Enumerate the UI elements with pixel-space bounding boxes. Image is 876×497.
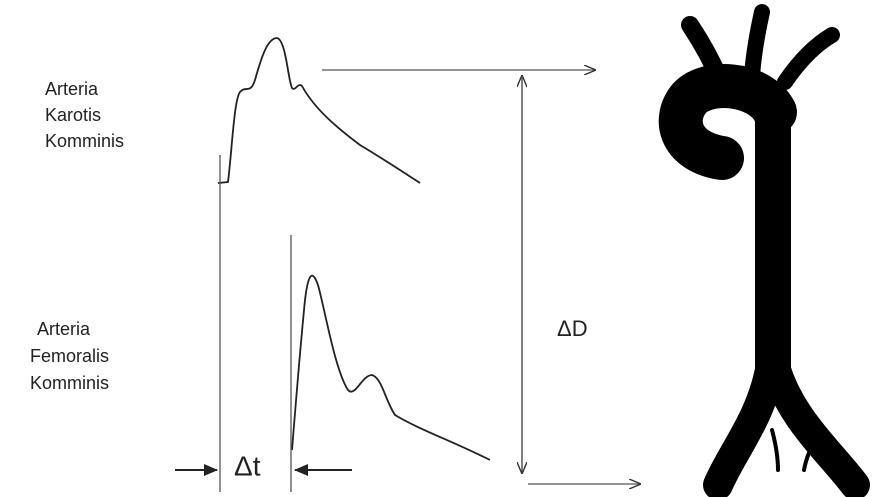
- carotid-label: Komminis: [45, 131, 124, 151]
- femoral-waveform: [291, 274, 491, 461]
- carotid-label: Karotis: [45, 105, 101, 125]
- carotid-label: Arteria: [45, 79, 99, 99]
- femoral-label: Arteria: [37, 319, 91, 339]
- femoral-label: Komminis: [30, 373, 109, 393]
- femoral-label: Femoralis: [30, 346, 109, 366]
- delta-d-label: ΔD: [557, 316, 588, 341]
- aorta-illustration: [658, 4, 870, 497]
- carotid-waveform: [217, 37, 421, 184]
- delta-t-label: Δt: [234, 450, 261, 481]
